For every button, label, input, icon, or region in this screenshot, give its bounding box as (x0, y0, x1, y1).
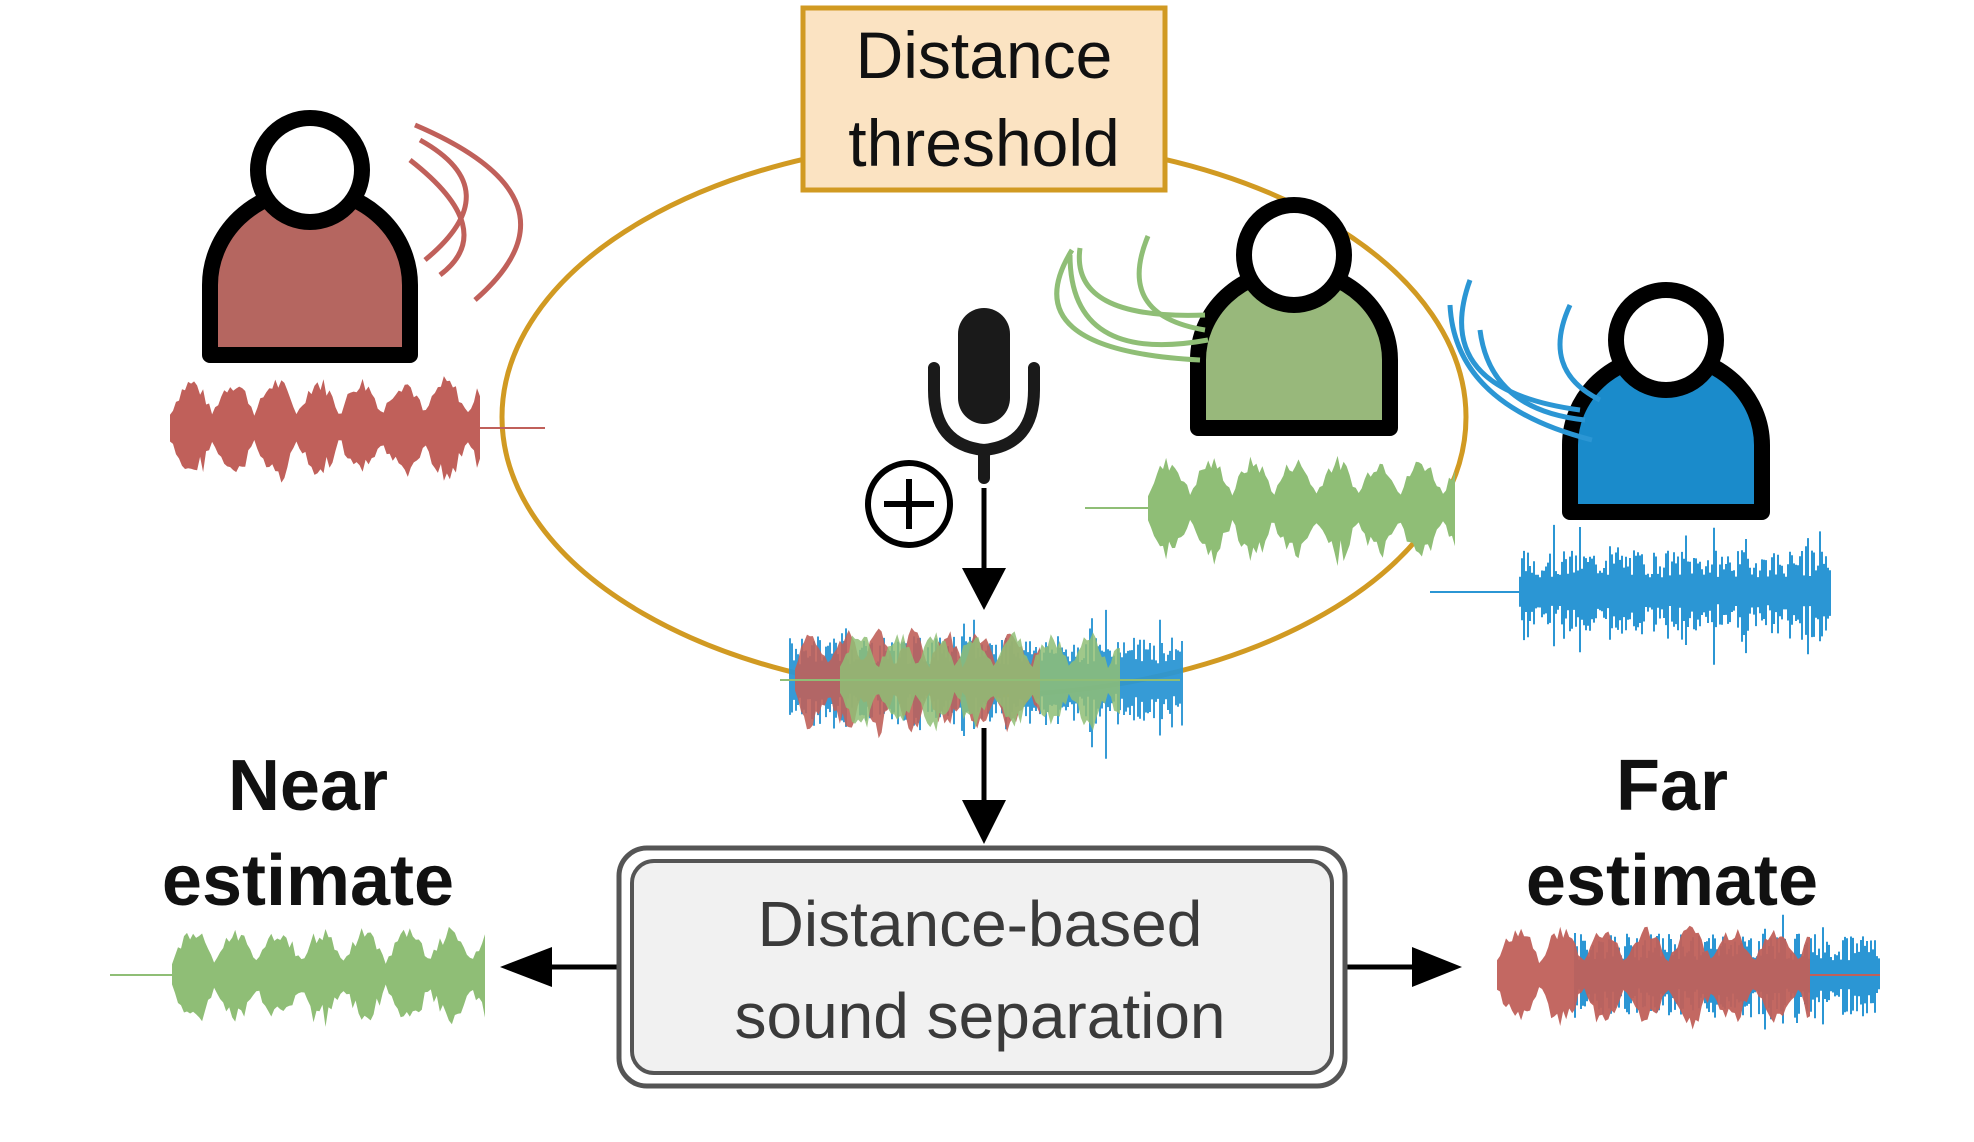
person-icon-red (202, 110, 418, 363)
threshold-box (800, 5, 1168, 193)
plus-circle-icon (865, 460, 953, 548)
arrow-to-far-estimate (1346, 947, 1462, 987)
waveform-far-red (1497, 925, 1810, 1030)
waveform-green-source (1148, 455, 1455, 566)
arrow-to-near-estimate (500, 947, 618, 987)
waveform-mixture-green (840, 631, 1120, 732)
sound-waves-red (408, 122, 524, 302)
waveforms (110, 376, 1880, 1030)
sound-waves-blue (1447, 279, 1602, 443)
waveform-near-estimate (172, 926, 485, 1027)
sound-waves-green (1054, 235, 1209, 363)
threshold-label-line2: threshold (848, 106, 1120, 180)
person-icon-blue (1562, 282, 1770, 520)
near-label-line1: Near (228, 746, 388, 826)
person-icon-green (1190, 197, 1398, 436)
separation-box (616, 845, 1348, 1089)
separation-label-line2: sound separation (734, 980, 1225, 1052)
far-label-line1: Far (1616, 746, 1728, 826)
microphone-icon (928, 308, 1040, 484)
separation-label-line1: Distance-based (758, 888, 1203, 960)
waveform-blue-source (1519, 524, 1831, 665)
arrow-mixture-to-separation (962, 728, 1006, 844)
threshold-label-line1: Distance (856, 18, 1113, 92)
arrow-mic-to-mixture (962, 488, 1006, 610)
near-label-line2: estimate (162, 841, 454, 921)
far-label-line2: estimate (1526, 841, 1818, 921)
waveform-red-source (170, 376, 480, 483)
